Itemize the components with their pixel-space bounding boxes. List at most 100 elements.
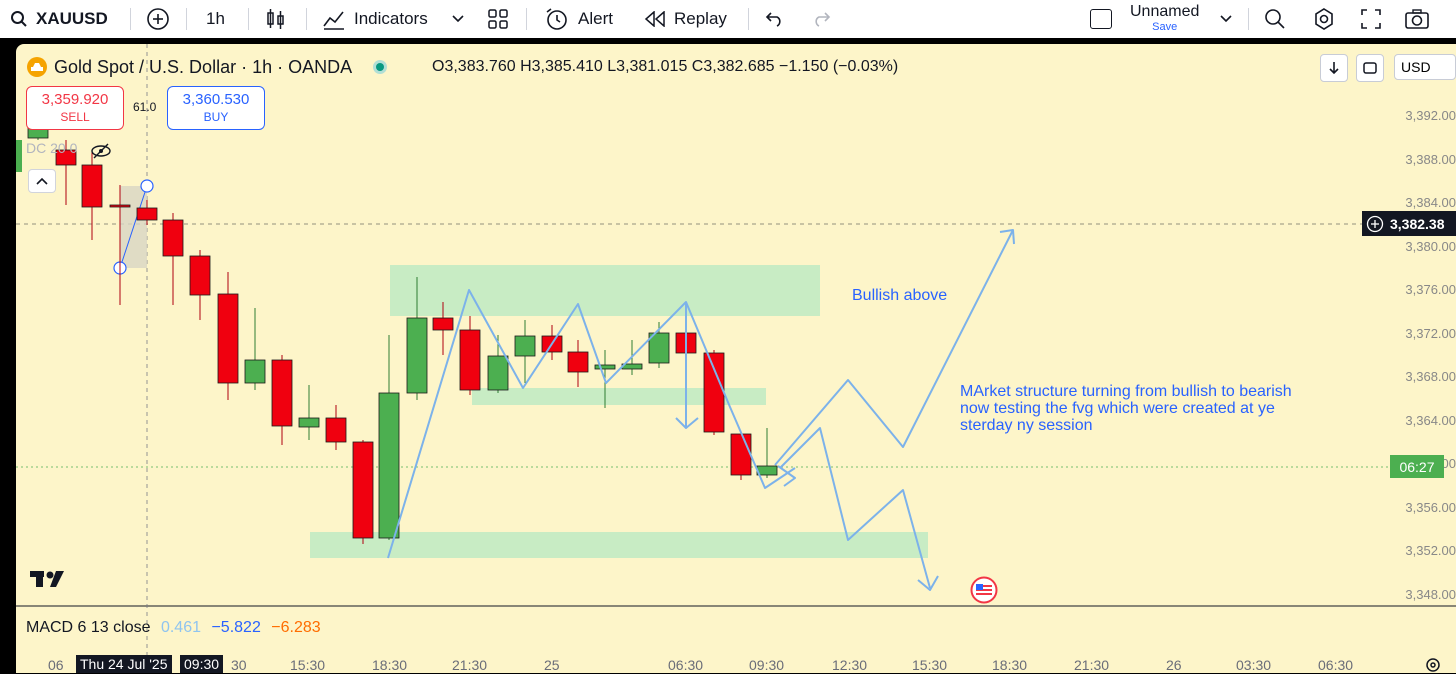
current-price-value: 3,382.38	[1390, 215, 1445, 232]
chart-pane[interactable]	[16, 44, 1456, 673]
chevron-up-icon	[36, 177, 48, 185]
time-tick: Thu 24 Jul '25	[76, 655, 172, 673]
time-tick: 15:30	[290, 657, 326, 673]
layout-checkbox[interactable]	[1090, 0, 1112, 38]
time-tick: 09:30	[180, 655, 224, 673]
macd-label: MACD 6 13 close	[26, 619, 151, 636]
hidden-eye-icon[interactable]	[90, 142, 112, 160]
magnifier-icon	[1265, 9, 1285, 29]
settings-button[interactable]	[1312, 0, 1336, 38]
candle-body	[648, 332, 670, 364]
replay-button[interactable]: Replay	[644, 0, 727, 38]
price-tick: 3,380.00	[1405, 238, 1456, 254]
arrow-down-icon	[1329, 62, 1339, 75]
price-tick: 3,372.00	[1405, 325, 1456, 341]
candle-body	[352, 441, 374, 539]
indicators-label: Indicators	[354, 9, 428, 28]
us-flag-event-icon[interactable]	[970, 576, 998, 604]
macd-value-3: −6.283	[271, 619, 321, 636]
time-tick: 26	[1166, 657, 1182, 673]
auto-scale-button[interactable]	[1356, 54, 1384, 82]
undo-button[interactable]	[764, 0, 784, 38]
price-tick: 3,364.00	[1405, 412, 1456, 428]
structure-note-line: sterday ny session	[960, 417, 1093, 434]
replay-label: Replay	[674, 9, 727, 28]
save-label: Save	[1152, 21, 1178, 33]
candle-body	[756, 465, 778, 476]
quick-search-button[interactable]	[1264, 0, 1286, 38]
rewind-icon	[644, 11, 665, 27]
redo-button[interactable]	[812, 0, 832, 38]
scroll-down-button[interactable]	[1320, 54, 1348, 82]
time-tick: 03:30	[1236, 657, 1272, 673]
layout-dropdown[interactable]	[1220, 0, 1232, 38]
candle-body	[162, 219, 184, 257]
symbol-search[interactable]: XAUUSD	[10, 0, 108, 38]
indicators-button[interactable]: Indicators	[322, 0, 428, 38]
buy-price: 3,360.530	[182, 91, 250, 108]
projection-path	[387, 289, 796, 559]
candle-body	[81, 164, 103, 208]
bearish-arrow-head	[917, 575, 939, 591]
structure-note[interactable]: MArket structure turning from bullish to…	[960, 383, 1292, 434]
structure-note-line: MArket structure turning from bullish to…	[960, 383, 1292, 400]
demand-zone	[310, 532, 928, 558]
drop-arrow-head	[675, 417, 699, 429]
chart-type-button[interactable]	[266, 0, 286, 38]
top-toolbar: XAUUSD 1h Indicators Alert Replay Unname	[0, 0, 1456, 38]
time-tick: 12:30	[832, 657, 868, 673]
ohlc-values: O3,383.760 H3,385.410 L3,381.015 C3,382.…	[432, 58, 898, 76]
candle-body	[459, 329, 481, 391]
time-tick: 06:30	[668, 657, 704, 673]
snapshot-button[interactable]	[1404, 0, 1430, 38]
high-value: H3,385.410	[520, 58, 603, 75]
macd-value-1: 0.461	[160, 619, 201, 636]
tradingview-logo-icon[interactable]	[30, 568, 70, 590]
time-tick: 21:30	[452, 657, 488, 673]
candle-body	[406, 317, 428, 394]
indicators-dropdown[interactable]	[452, 0, 464, 38]
settings-gear-icon[interactable]	[1424, 656, 1442, 674]
layout-name: Unnamed	[1130, 3, 1200, 20]
drawing-line	[119, 185, 148, 269]
chevron-down-icon	[452, 15, 464, 23]
layout-square-icon	[1090, 9, 1112, 29]
candle-body	[432, 317, 454, 331]
gear-icon	[1315, 8, 1333, 30]
change-value: −1.150 (−0.03%)	[778, 58, 899, 75]
collapse-legend-button[interactable]	[28, 169, 56, 193]
time-tick: 21:30	[1074, 657, 1110, 673]
candle-body	[487, 355, 509, 391]
alert-button[interactable]: Alert	[544, 0, 613, 38]
indicators-icon	[323, 11, 344, 30]
price-tick: 3,384.00	[1405, 195, 1456, 210]
buy-button[interactable]: 3,360.530 BUY	[167, 86, 265, 130]
search-icon	[11, 11, 27, 27]
candle-body	[16, 140, 22, 172]
candle-body	[136, 207, 158, 221]
bullish-arrow-head	[999, 229, 1015, 245]
macd-legend[interactable]: MACD 6 13 close 0.461 −5.822 −6.283	[26, 619, 321, 637]
price-tick: 3,376.00	[1405, 282, 1456, 297]
candle-body	[730, 433, 752, 476]
close-value: C3,382.685	[691, 58, 775, 75]
currency-selector[interactable]: USD	[1394, 54, 1456, 80]
candle-body	[55, 149, 77, 166]
bullish-note[interactable]: Bullish above	[852, 287, 948, 304]
currency-label: USD	[1401, 59, 1431, 75]
add-circle-icon	[147, 8, 169, 30]
templates-button[interactable]	[487, 0, 509, 38]
plus-circle-icon[interactable]	[1366, 215, 1384, 233]
sell-button[interactable]: 3,359.920 SELL	[26, 86, 124, 130]
fullscreen-button[interactable]	[1360, 0, 1382, 38]
compare-button[interactable]	[146, 0, 170, 38]
price-tick: 3,368.00	[1405, 369, 1456, 384]
macd-value-2: −5.822	[211, 619, 261, 636]
time-tick: 06	[48, 657, 64, 673]
interval-button[interactable]: 1h	[206, 0, 225, 38]
retest-arrow-head	[777, 465, 796, 487]
candle-body	[217, 293, 239, 384]
layout-name-button[interactable]: Unnamed Save	[1130, 3, 1199, 35]
candle-body	[514, 335, 536, 357]
